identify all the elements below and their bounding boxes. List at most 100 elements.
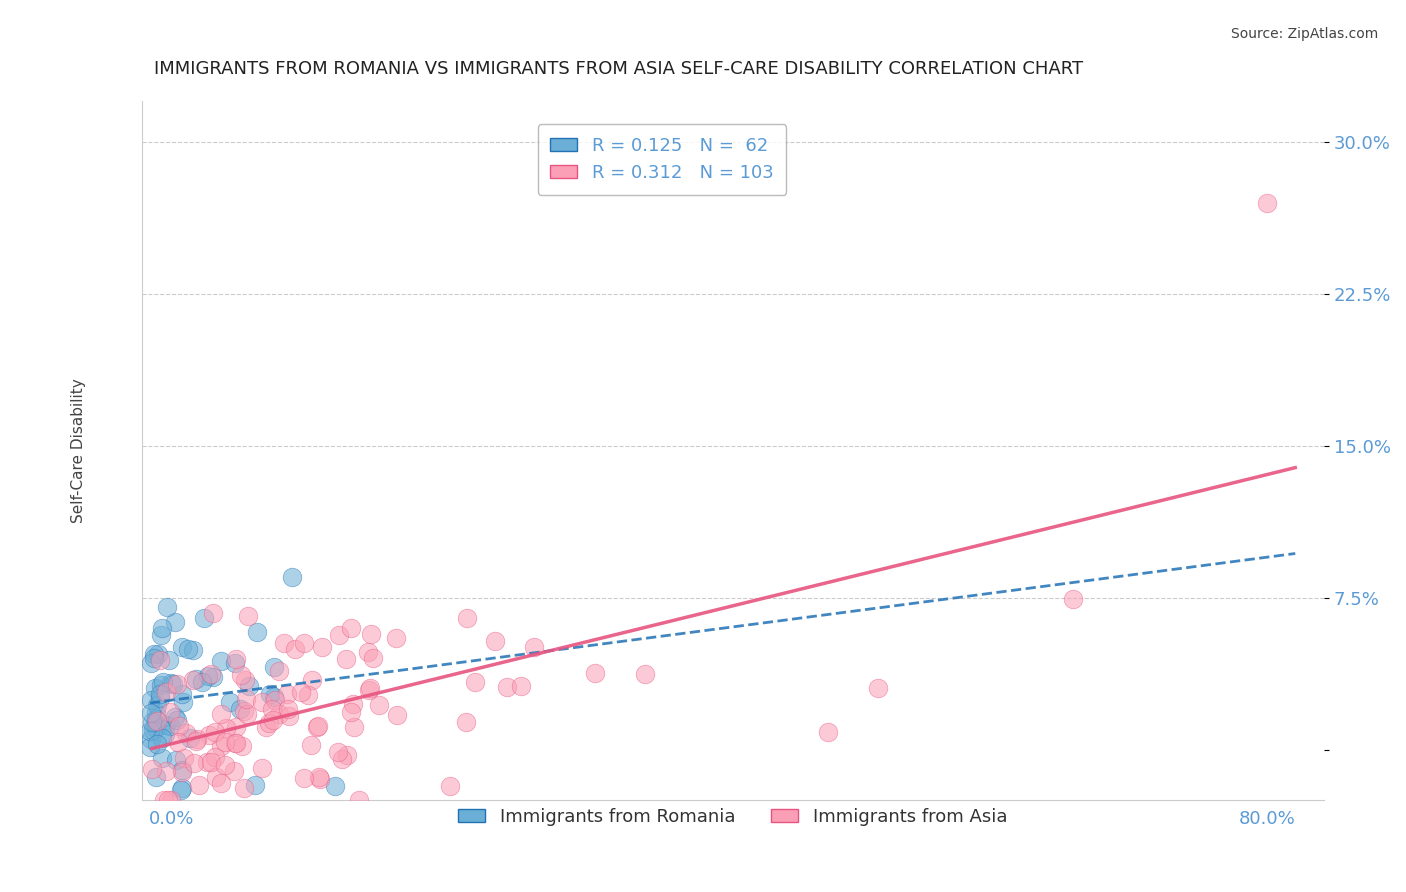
Point [634,666,657,681]
Point [356,644,378,658]
Point [139,706,162,720]
Point [263,690,285,705]
Point [235,707,257,722]
Point [368,698,391,712]
Point [170,780,193,795]
Point [159,676,181,690]
Point [181,643,204,657]
Point [143,647,166,661]
Point [277,709,299,723]
Point [166,677,188,691]
Point [214,758,236,772]
Point [172,688,194,702]
Point [224,736,246,750]
Point [166,735,188,749]
Point [163,615,186,629]
Point [496,680,519,694]
Point [157,653,180,667]
Point [191,675,214,690]
Point [1062,591,1084,606]
Point [276,687,298,701]
Point [229,667,252,681]
Legend: Immigrants from Romania, Immigrants from Asia: Immigrants from Romania, Immigrants from… [451,801,1015,833]
Point [145,712,167,726]
Point [215,721,238,735]
Point [148,653,170,667]
Point [149,687,172,701]
Point [246,625,269,640]
Point [292,636,315,650]
Point [150,731,173,745]
Point [260,702,283,716]
Point [360,627,382,641]
Point [155,718,177,732]
Point [153,793,176,807]
Point [245,778,267,792]
Point [297,688,319,702]
Point [233,780,256,795]
Point [277,702,299,716]
Point [347,793,370,807]
Point [149,691,172,706]
Point [232,705,254,719]
Point [456,611,478,625]
Point [205,770,228,784]
Point [454,715,477,730]
Point [197,728,219,742]
Point [201,670,224,684]
Point [263,660,285,674]
Point [160,793,183,807]
Point [257,716,280,731]
Point [142,651,165,665]
Point [308,770,330,784]
Point [170,783,193,797]
Point [139,724,162,739]
Point [523,640,546,654]
Point [311,640,333,654]
Point [204,750,226,764]
Text: Source: ZipAtlas.com: Source: ZipAtlas.com [1230,27,1378,41]
Point [233,673,256,687]
Text: 0.0%: 0.0% [149,810,194,829]
Point [209,739,232,753]
Text: 80.0%: 80.0% [1239,810,1295,829]
Point [209,654,232,668]
Point [385,707,408,722]
Point [385,631,408,645]
Point [209,707,232,722]
Point [170,763,193,777]
Point [439,780,461,794]
Point [146,737,169,751]
Point [299,739,322,753]
Point [264,693,287,707]
Point [252,695,274,709]
Point [359,683,381,698]
Point [463,674,485,689]
Point [159,706,181,720]
Point [165,753,187,767]
Point [195,756,218,770]
Point [309,772,332,787]
Text: IMMIGRANTS FROM ROMANIA VS IMMIGRANTS FROM ASIA SELF-CARE DISABILITY CORRELATION: IMMIGRANTS FROM ROMANIA VS IMMIGRANTS FR… [153,60,1083,78]
Point [231,739,253,753]
Point [817,724,839,739]
Point [150,751,173,765]
Point [150,627,173,641]
Point [150,677,173,691]
Point [323,779,346,793]
Point [193,610,215,624]
Point [159,719,181,733]
Point [145,706,167,720]
Point [142,723,165,738]
Point [330,752,353,766]
Point [224,657,246,671]
Point [222,764,245,778]
Point [510,679,533,693]
Point [183,756,205,770]
Point [146,698,169,713]
Point [138,740,160,755]
Point [340,705,363,719]
Point [162,677,184,691]
Point [179,731,201,745]
Point [155,685,177,699]
